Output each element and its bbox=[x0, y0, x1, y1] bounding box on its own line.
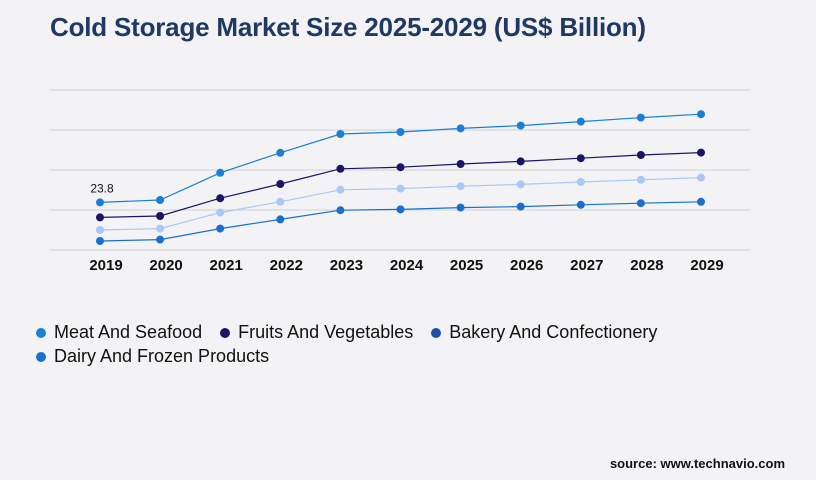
data-point bbox=[697, 197, 705, 206]
data-point bbox=[636, 151, 645, 159]
legend-marker-icon bbox=[431, 327, 442, 338]
data-point bbox=[336, 130, 345, 138]
data-point bbox=[96, 198, 104, 207]
x-axis-ticks: 2019 2020 2021 2022 2023 2024 2025 2026 2027 2028… bbox=[89, 257, 723, 274]
data-point bbox=[396, 128, 405, 136]
x-tick-label: 2021 bbox=[210, 257, 243, 274]
data-point bbox=[697, 173, 705, 182]
data-point bbox=[516, 121, 525, 130]
data-point bbox=[636, 199, 645, 208]
data-point bbox=[276, 148, 285, 157]
legend-item: Fruits And Vegetables bbox=[220, 322, 413, 343]
source-credit: source: www.technavio.com bbox=[609, 456, 785, 471]
data-point bbox=[276, 180, 285, 188]
data-labels: 23.8 bbox=[90, 181, 114, 195]
x-tick-label: 2028 bbox=[630, 257, 663, 274]
data-point bbox=[276, 215, 285, 224]
x-tick-label: 2029 bbox=[690, 257, 723, 274]
data-point bbox=[216, 168, 225, 177]
data-point bbox=[96, 213, 104, 222]
data-point bbox=[576, 178, 585, 186]
data-point bbox=[156, 212, 165, 220]
legend-marker-icon bbox=[36, 327, 46, 338]
x-tick-label: 2019 bbox=[89, 257, 122, 274]
x-tick-label: 2022 bbox=[270, 257, 303, 274]
legend: Meat And Seafood Fruits And Vegetables Bak… bbox=[36, 322, 756, 367]
series-meat-and-seafood bbox=[96, 110, 705, 207]
data-point bbox=[96, 237, 104, 245]
data-point bbox=[516, 157, 525, 166]
data-point bbox=[456, 160, 465, 168]
data-point bbox=[396, 163, 405, 172]
data-point bbox=[396, 205, 405, 214]
legend-item: Dairy And Frozen Products bbox=[36, 346, 269, 367]
data-point bbox=[96, 226, 104, 234]
x-tick-label: 2026 bbox=[510, 257, 543, 274]
data-point bbox=[336, 206, 345, 215]
x-tick-label: 2027 bbox=[570, 257, 603, 274]
legend-item: Meat And Seafood bbox=[36, 322, 202, 343]
data-point bbox=[697, 148, 705, 157]
legend-label: Bakery And Confectionery bbox=[449, 322, 658, 342]
data-point bbox=[636, 175, 645, 184]
legend-label: Dairy And Frozen Products bbox=[54, 346, 270, 366]
series-dairy-and-frozen-products bbox=[96, 197, 705, 245]
data-point bbox=[456, 203, 465, 212]
data-point bbox=[697, 110, 705, 119]
data-point bbox=[216, 208, 225, 217]
series-group bbox=[96, 110, 705, 245]
series-bakery-and-confectionery bbox=[96, 173, 705, 234]
chart-title: Cold Storage Market Size 2025-2029 (US$ … bbox=[50, 12, 646, 42]
data-point bbox=[576, 117, 585, 126]
legend-marker-icon bbox=[220, 327, 231, 338]
x-tick-label: 2024 bbox=[390, 257, 424, 274]
data-label: 23.8 bbox=[90, 181, 114, 195]
data-point bbox=[216, 194, 225, 203]
data-point bbox=[516, 180, 525, 189]
data-point bbox=[576, 200, 585, 209]
x-tick-label: 2025 bbox=[450, 257, 483, 274]
data-point bbox=[396, 184, 405, 193]
data-point bbox=[276, 197, 285, 206]
data-point bbox=[516, 202, 525, 211]
data-point bbox=[336, 185, 345, 194]
data-point bbox=[576, 154, 585, 163]
legend-item: Bakery And Confectionery bbox=[431, 322, 657, 343]
legend-label: Meat And Seafood bbox=[54, 322, 203, 342]
data-point bbox=[456, 124, 465, 133]
data-point bbox=[336, 164, 345, 173]
line-chart: 2019 2020 2021 2022 2023 2024 2025 2026 2027 2028… bbox=[50, 89, 750, 274]
data-point bbox=[216, 224, 225, 233]
data-point bbox=[156, 224, 165, 233]
data-point bbox=[456, 182, 465, 191]
series-fruits-and-vegetables bbox=[96, 148, 705, 222]
data-point bbox=[156, 235, 165, 244]
legend-marker-icon bbox=[36, 351, 46, 362]
x-tick-label: 2023 bbox=[330, 257, 363, 274]
data-point bbox=[636, 113, 645, 122]
legend-label: Fruits And Vegetables bbox=[238, 322, 414, 342]
x-tick-label: 2020 bbox=[149, 257, 182, 274]
data-point bbox=[156, 196, 165, 204]
